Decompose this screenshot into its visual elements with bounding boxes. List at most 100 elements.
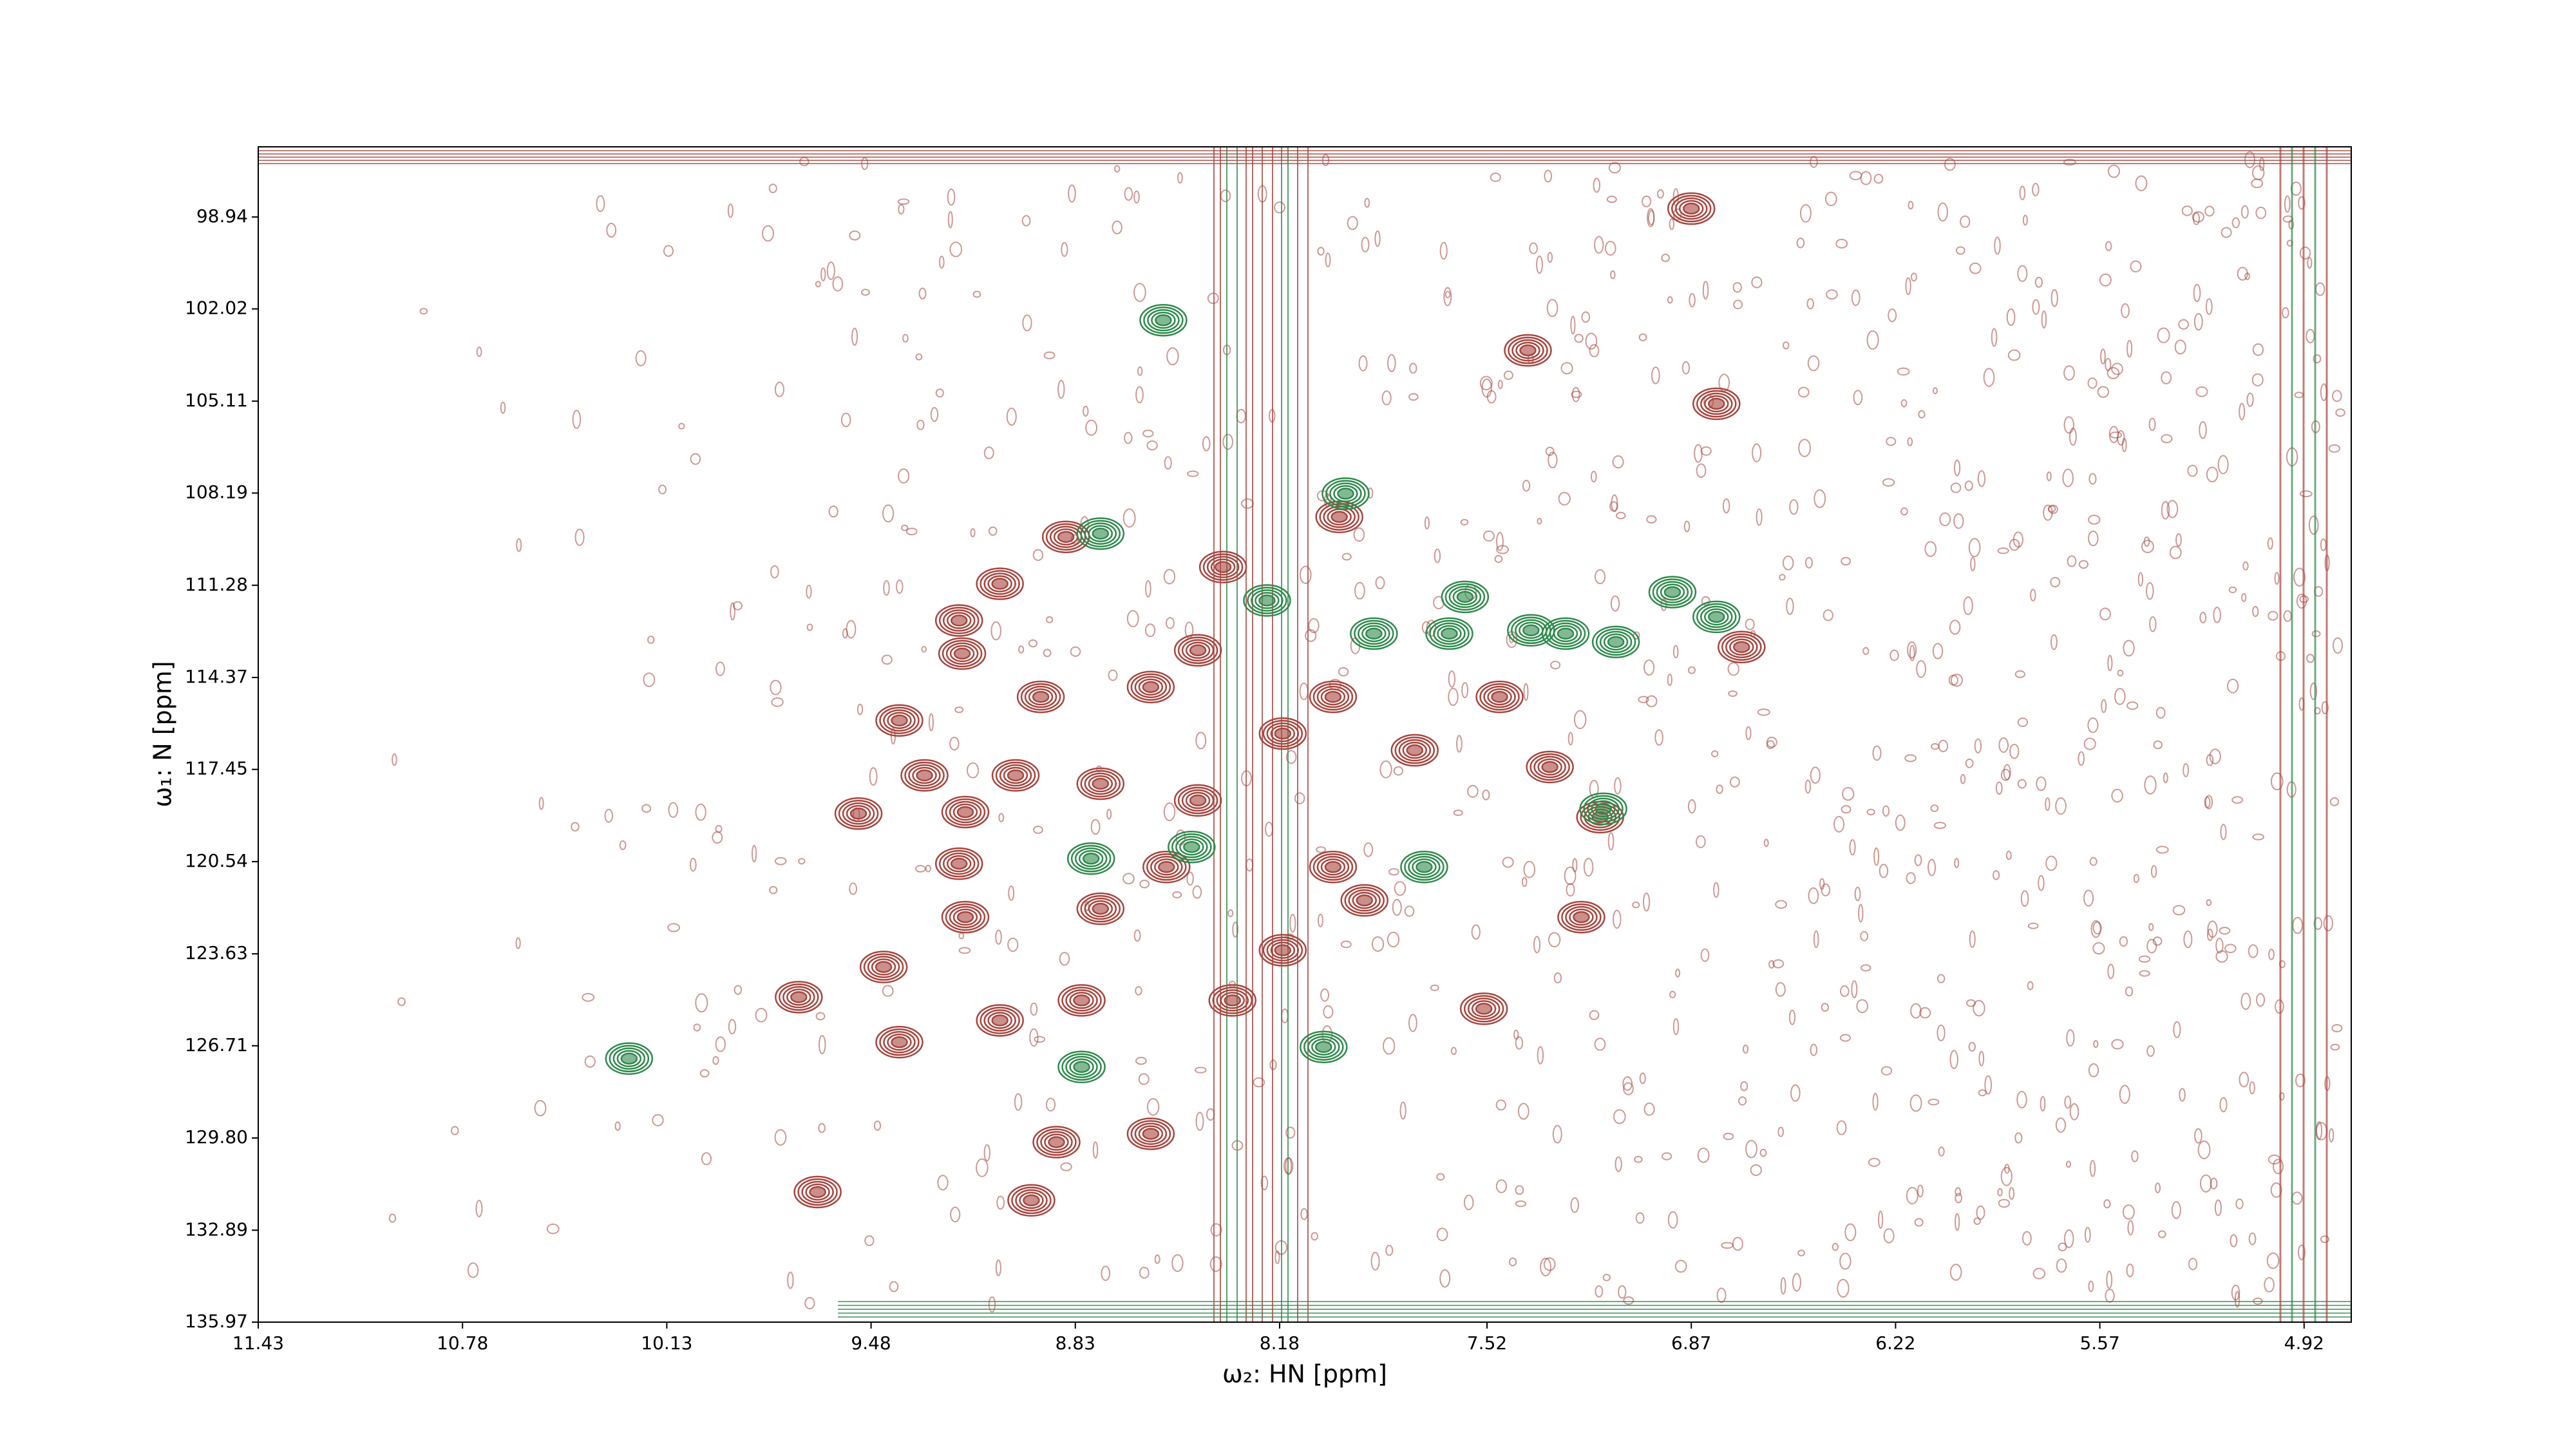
peak xyxy=(938,637,987,670)
contour-ring xyxy=(1533,755,1566,779)
noise-contour xyxy=(1552,1124,1562,1144)
noise-contour xyxy=(1594,1037,1606,1051)
noise-contour xyxy=(2270,1182,2282,1198)
contour-ring xyxy=(849,808,867,820)
noise-contour xyxy=(2295,1073,2306,1088)
noise-contour xyxy=(572,410,582,430)
noise-contour xyxy=(2264,1277,2275,1293)
noise-contour xyxy=(798,858,806,865)
contour-ring xyxy=(782,986,815,1009)
noise-contour xyxy=(2213,607,2221,623)
contour-ring xyxy=(942,852,976,875)
noise-contour xyxy=(1991,328,1998,347)
noise-contour xyxy=(2012,531,2024,548)
noise-contour xyxy=(1738,1096,1747,1106)
noise-contour xyxy=(2083,889,2094,907)
noise-contour xyxy=(1101,1265,1111,1281)
noise-contour xyxy=(1574,334,1584,343)
noise-contour xyxy=(1374,230,1381,247)
noise-contour xyxy=(1320,988,1330,1002)
contour-ring xyxy=(1080,770,1121,798)
noise-contour xyxy=(818,1035,826,1055)
noise-contour xyxy=(804,1297,815,1310)
contour-ring xyxy=(1173,634,1222,667)
noise-contour xyxy=(1274,201,1285,214)
noise-contour xyxy=(2111,363,2124,375)
noise-contour xyxy=(954,706,964,714)
contour-ring xyxy=(1270,724,1296,743)
noise-contour xyxy=(1133,190,1140,204)
contour-ring xyxy=(1150,856,1183,878)
noise-contour xyxy=(1806,298,1815,310)
noise-contour xyxy=(1133,283,1146,302)
contour-ring xyxy=(1171,833,1212,861)
contour-ring xyxy=(1044,1133,1069,1151)
noise-contour xyxy=(1675,969,1681,978)
contour-ring xyxy=(1325,480,1366,507)
noise-contour xyxy=(2306,654,2315,663)
noise-contour xyxy=(1807,355,1820,372)
noise-contour xyxy=(2087,717,2099,734)
noise-contour xyxy=(2331,390,2342,402)
noise-contour xyxy=(937,1175,949,1191)
contour-ring xyxy=(1076,767,1125,800)
noise-contour xyxy=(1638,333,1647,341)
noise-contour xyxy=(1950,674,1964,687)
noise-contour xyxy=(1558,491,1571,506)
noise-contour xyxy=(1515,1185,1524,1195)
noise-contour xyxy=(1022,314,1032,332)
noise-contour xyxy=(1548,451,1558,469)
noise-contour xyxy=(2204,796,2211,809)
contour-ring xyxy=(838,800,879,828)
contour-ring xyxy=(980,570,1020,598)
contour-ring xyxy=(1320,858,1346,876)
noise-contour xyxy=(1515,1200,1527,1208)
contour-ring xyxy=(999,764,1032,787)
noise-contour xyxy=(2284,195,2291,213)
noise-contour xyxy=(1585,332,1598,350)
noise-contour xyxy=(1090,819,1101,835)
noise-contour xyxy=(2215,950,2228,963)
noise-contour xyxy=(1583,857,1594,877)
noise-contour xyxy=(1508,1257,1517,1267)
peak xyxy=(1667,192,1716,225)
noise-contour xyxy=(419,308,428,315)
peak xyxy=(1168,830,1216,864)
noise-contour xyxy=(1570,316,1576,335)
noise-contour xyxy=(2088,530,2099,547)
noise-contour xyxy=(1106,808,1112,820)
noise-contour xyxy=(500,401,506,414)
noise-contour xyxy=(828,506,838,518)
noise-contour xyxy=(1589,1010,1600,1020)
noise-contour xyxy=(2101,699,2107,714)
contour-ring xyxy=(1307,1036,1340,1058)
y-tick-label: 126.71 xyxy=(185,1034,248,1056)
contour-ring xyxy=(1208,984,1257,1017)
contour-ring xyxy=(1210,558,1236,576)
peak xyxy=(976,567,1024,600)
noise-contour xyxy=(1669,218,1675,231)
contour-ring xyxy=(1696,603,1737,631)
noise-contour xyxy=(652,1114,664,1126)
noise-contour xyxy=(1300,1208,1308,1220)
contour-ring xyxy=(1303,1033,1344,1061)
contour-ring xyxy=(1142,851,1191,884)
noise-contour xyxy=(2126,701,2139,710)
x-tick-label: 4.92 xyxy=(2284,1332,2324,1354)
noise-contour xyxy=(1883,1228,1895,1244)
noise-contour xyxy=(882,985,894,997)
contour-ring xyxy=(1696,390,1737,418)
noise-contour xyxy=(1533,936,1541,954)
contour-ring xyxy=(991,759,1040,792)
noise-contour xyxy=(1841,805,1852,814)
contour-ring xyxy=(1057,1050,1106,1084)
noise-contour xyxy=(2217,455,2229,475)
noise-contour xyxy=(896,579,904,594)
contour-ring xyxy=(1530,753,1570,781)
noise-contour xyxy=(768,184,777,193)
noise-contour xyxy=(1602,1274,1611,1282)
noise-contour xyxy=(2056,1258,2067,1273)
noise-contour xyxy=(1788,1009,1796,1025)
noise-contour xyxy=(1363,842,1374,857)
contour-ring xyxy=(1151,312,1176,329)
